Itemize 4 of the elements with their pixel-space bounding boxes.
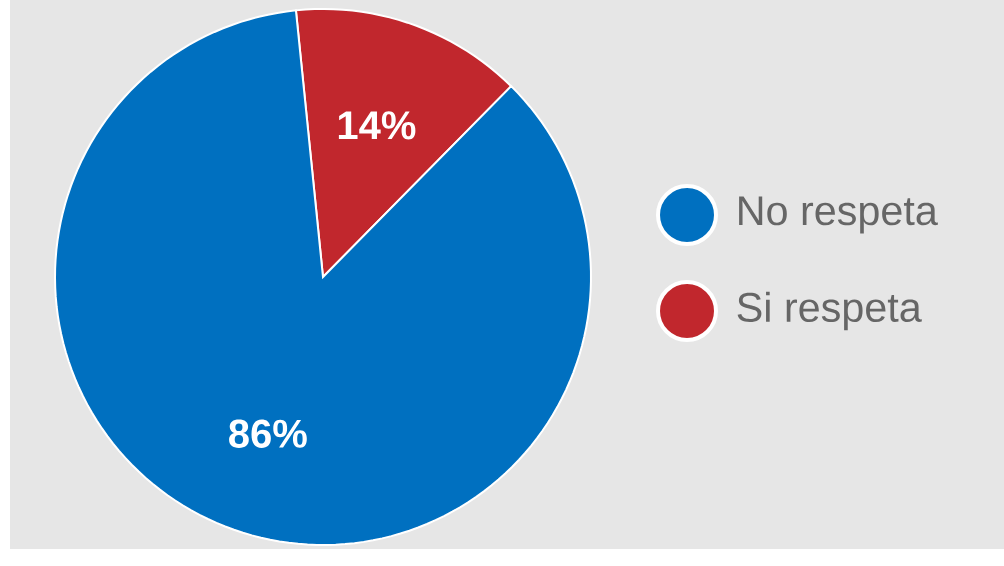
legend-label: No respeta: [739, 196, 938, 234]
data-label: 86%: [229, 419, 307, 448]
data-label: 14%: [338, 111, 416, 140]
legend-label: Si respeta: [737, 291, 922, 331]
